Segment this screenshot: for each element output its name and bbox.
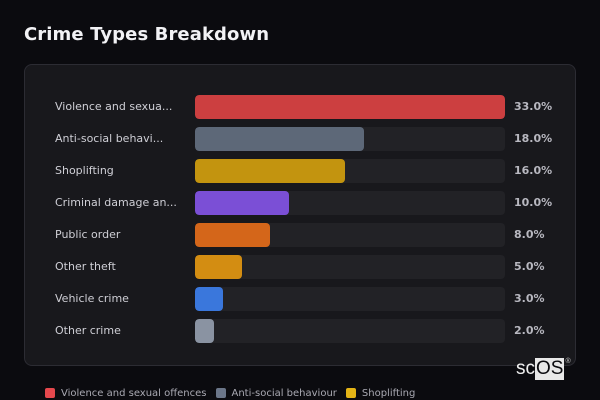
bar-row: Anti-social behavi... 18.0% (25, 127, 575, 151)
legend-item[interactable]: Violence and sexual offences (45, 388, 207, 399)
bar-value: 3.0% (514, 292, 545, 305)
legend-swatch (345, 388, 356, 398)
bar-track (195, 255, 505, 279)
legend-swatch (45, 388, 55, 398)
bar-row: Other crime 2.0% (25, 319, 575, 343)
legend-label: Violence and sexual offences (61, 387, 207, 399)
bar-value: 5.0% (514, 260, 545, 273)
bar-label: Vehicle crime (55, 292, 129, 305)
legend-label: Shoplifting (361, 387, 416, 399)
bar-track (195, 287, 505, 311)
bar-row: Violence and sexua... 33.0% (25, 95, 575, 119)
bar-value: 16.0% (514, 164, 553, 177)
bar-fill[interactable] (195, 223, 271, 247)
bar-fill[interactable] (195, 159, 346, 183)
legend-swatch (215, 388, 226, 398)
bar-label: Shoplifting (55, 164, 114, 177)
bar-value: 18.0% (514, 132, 553, 145)
bar-row: Vehicle crime 3.0% (25, 287, 575, 311)
legend-label: Anti-social behaviour (231, 387, 337, 399)
bar-label: Criminal damage an... (55, 196, 177, 209)
bar-label: Other crime (55, 324, 121, 337)
bar-fill[interactable] (195, 319, 214, 343)
bar-label: Other theft (55, 260, 116, 273)
legend-item[interactable]: Anti-social behaviour (215, 387, 337, 399)
logo-sc: sc (516, 358, 535, 379)
bar-track (195, 191, 505, 215)
bar-row: Public order 8.0% (25, 223, 575, 247)
bar-label: Violence and sexua... (55, 100, 173, 113)
chart-card: Violence and sexua... 33.0% Anti-social … (24, 64, 576, 366)
bar-track (195, 127, 505, 151)
bar-track (195, 319, 505, 343)
bar-fill[interactable] (195, 127, 364, 151)
bar-value: 2.0% (514, 324, 545, 337)
bar-label: Public order (55, 228, 121, 241)
bar-fill[interactable] (195, 287, 224, 311)
bar-row: Other theft 5.0% (25, 255, 575, 279)
chart-legend: Violence and sexual offences Anti-social… (45, 386, 424, 400)
bar-track (195, 223, 505, 247)
legend-item[interactable]: Shoplifting (345, 387, 416, 399)
page-title: Crime Types Breakdown (24, 24, 270, 45)
bar-row: Criminal damage an... 10.0% (25, 191, 575, 215)
bar-value: 10.0% (514, 196, 553, 209)
bar-track (195, 159, 505, 183)
bar-fill[interactable] (195, 191, 289, 215)
bar-row: Shoplifting 16.0% (25, 159, 575, 183)
bar-label: Anti-social behavi... (55, 132, 164, 145)
bar-fill[interactable] (195, 95, 505, 119)
registered-mark-icon: ® (565, 358, 571, 365)
bar-track (195, 95, 505, 119)
bar-value: 33.0% (514, 100, 553, 113)
bar-value: 8.0% (514, 228, 545, 241)
bar-fill[interactable] (195, 255, 243, 279)
scos-logo: sc OS ® (516, 358, 571, 380)
logo-os: OS (535, 358, 565, 380)
